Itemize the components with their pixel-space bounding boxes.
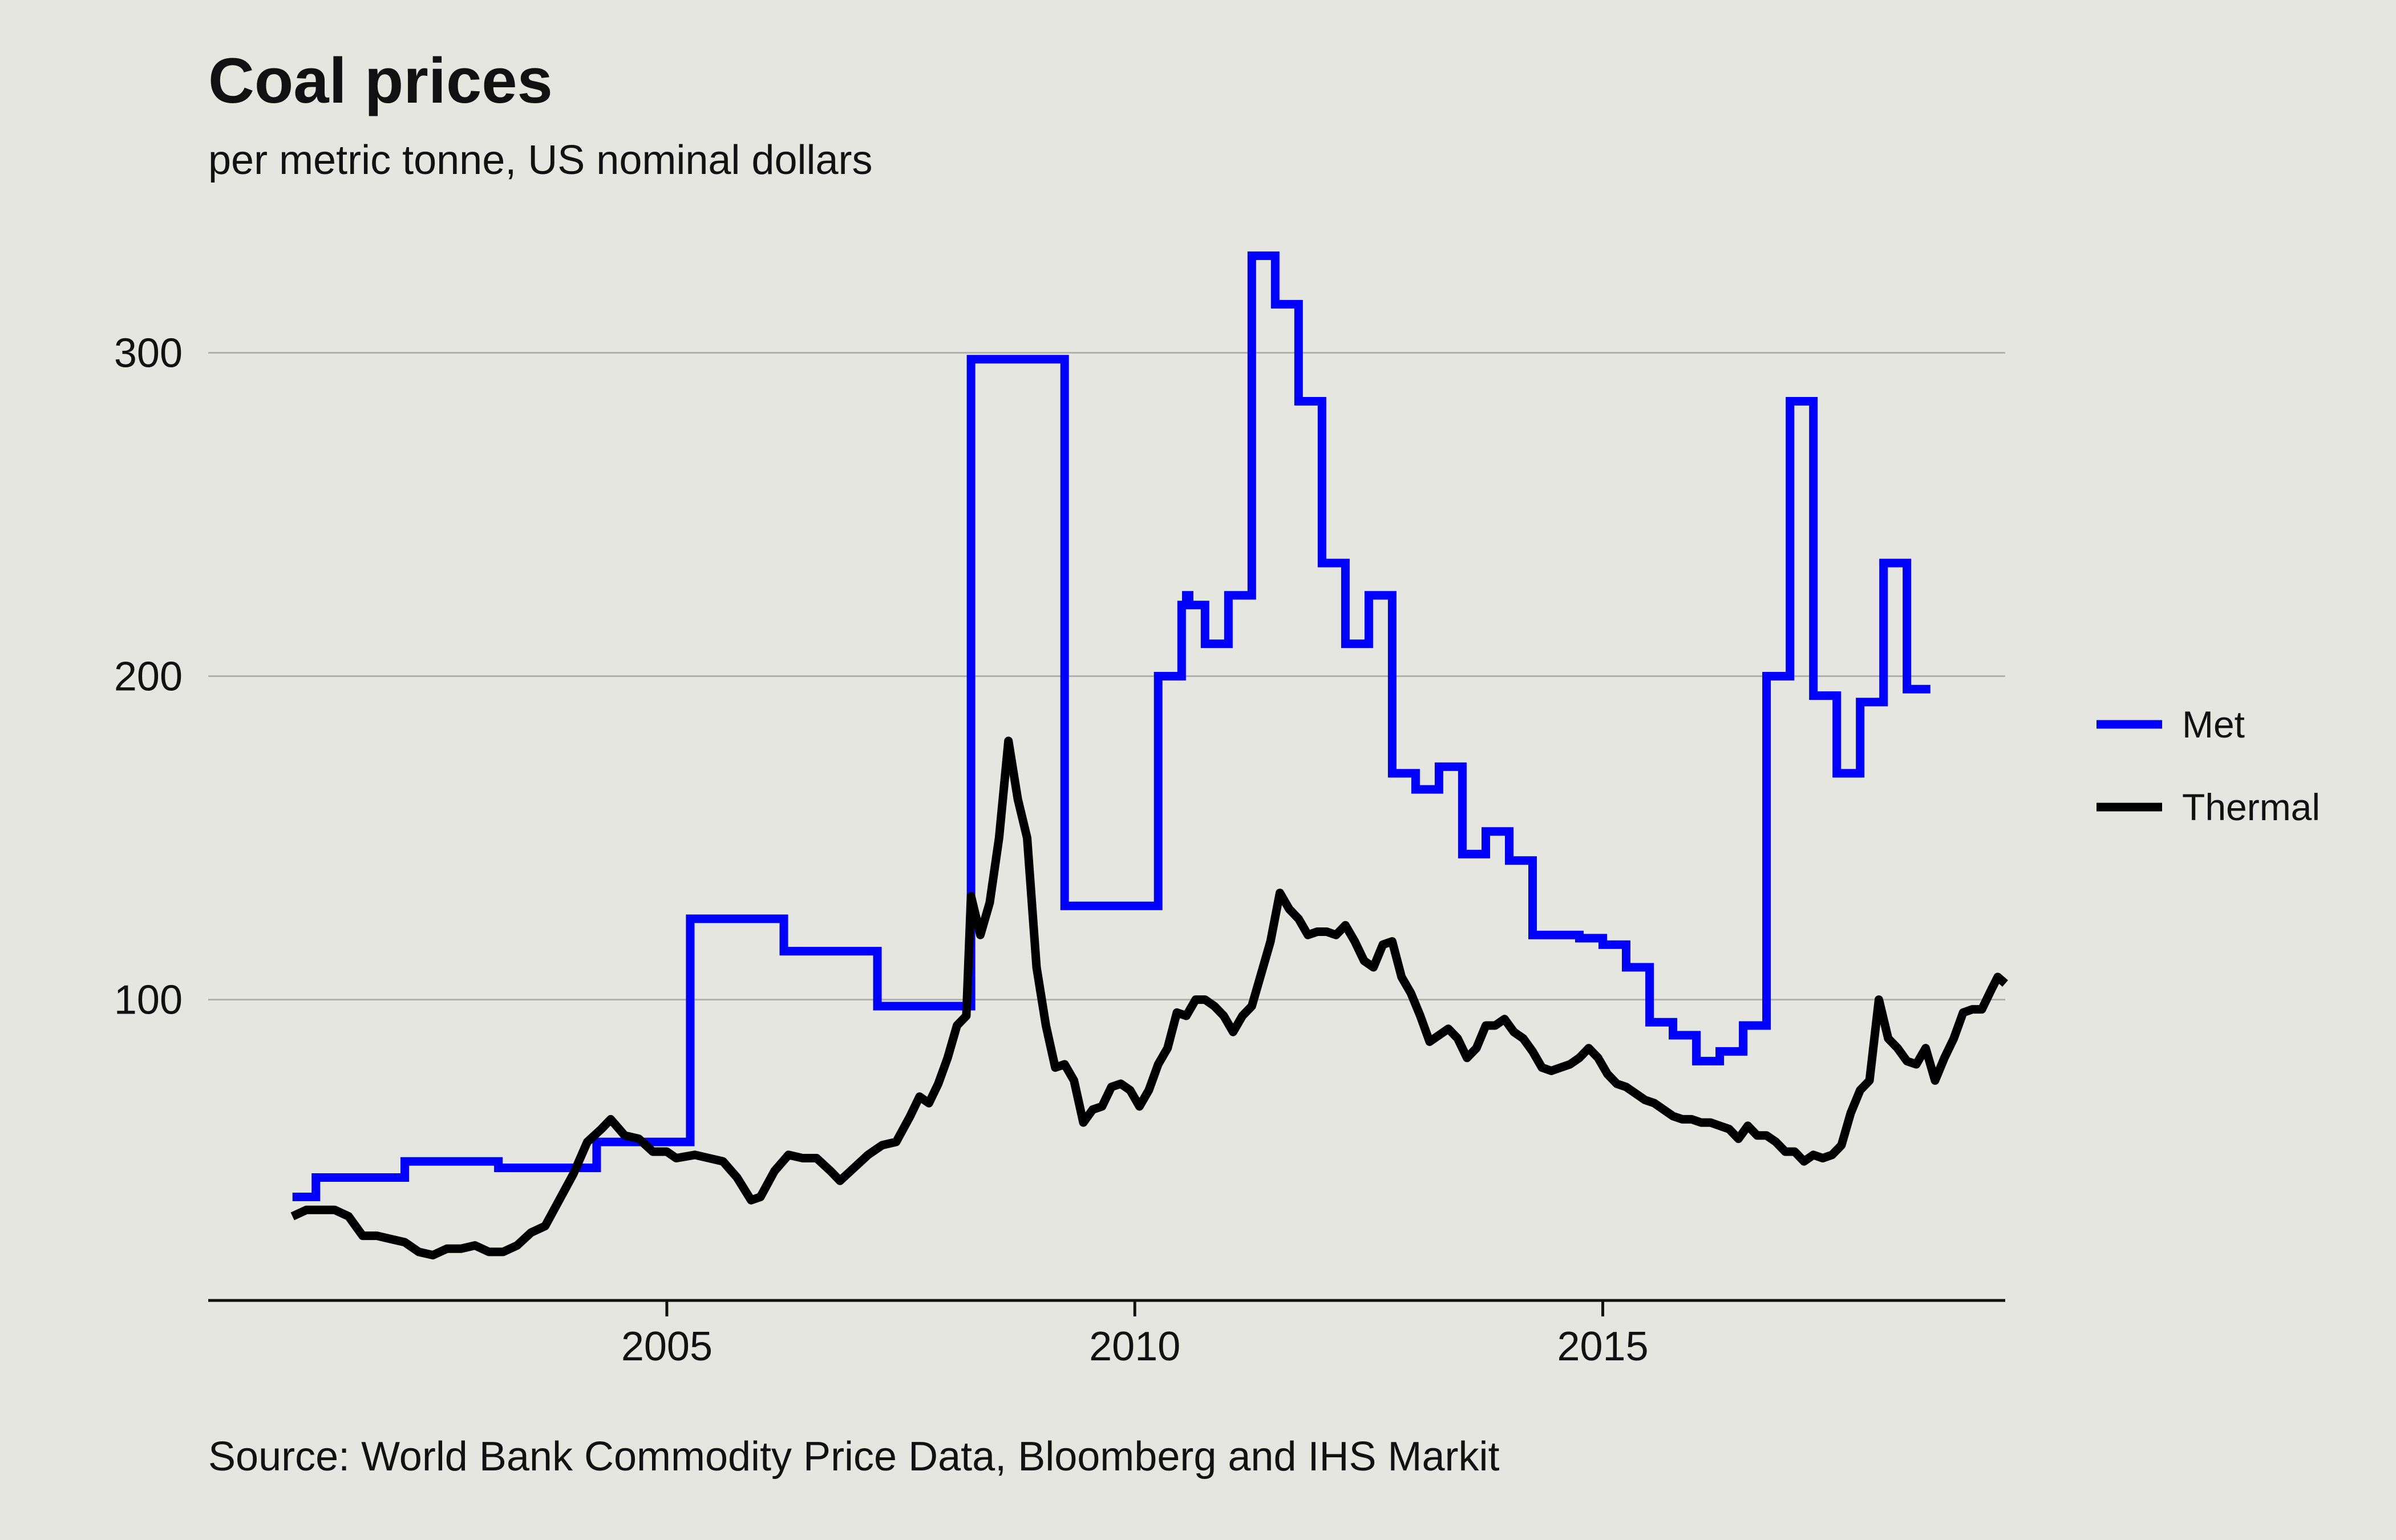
x-tick-label-2010: 2010	[1089, 1324, 1180, 1369]
x-tick-label-2015: 2015	[1557, 1324, 1648, 1369]
legend: Met Thermal	[2096, 703, 2320, 828]
grid-lines	[208, 351, 2005, 1001]
x-tick-label-2005: 2005	[621, 1324, 713, 1369]
series-line-thermal	[290, 736, 2008, 1260]
series-line-met	[292, 251, 1930, 1201]
legend-label-met: Met	[2182, 703, 2245, 745]
chart-title: Coal prices	[208, 45, 553, 116]
axes: 100 200 300 2005 2010 2015	[114, 330, 2005, 1369]
y-tick-label-200: 200	[114, 654, 183, 700]
chart-subtitle: per metric tonne, US nominal dollars	[208, 137, 873, 183]
series-lines	[290, 251, 2008, 1260]
legend-label-thermal: Thermal	[2182, 786, 2320, 828]
y-tick-label-100: 100	[114, 978, 183, 1023]
y-tick-label-300: 300	[114, 330, 183, 376]
chart-source: Source: World Bank Commodity Price Data,…	[208, 1434, 1500, 1480]
